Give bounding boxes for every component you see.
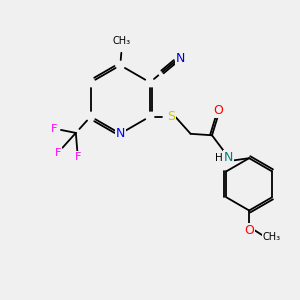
Text: N: N xyxy=(224,151,233,164)
Text: O: O xyxy=(244,224,254,237)
Text: F: F xyxy=(51,124,58,134)
Text: H: H xyxy=(215,153,223,163)
Text: N: N xyxy=(176,52,185,65)
Text: F: F xyxy=(75,152,81,162)
Text: O: O xyxy=(214,103,224,116)
Text: N: N xyxy=(116,127,125,140)
Text: CH₃: CH₃ xyxy=(263,232,281,242)
Text: F: F xyxy=(55,148,61,158)
Text: CH₃: CH₃ xyxy=(113,36,131,46)
Text: S: S xyxy=(167,110,175,123)
